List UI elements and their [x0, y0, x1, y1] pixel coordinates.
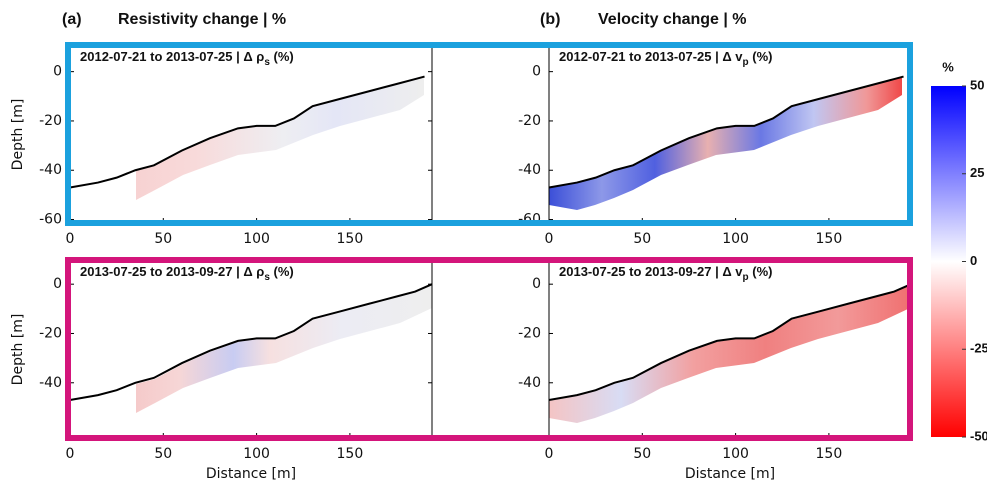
x-tick-label: 50 — [154, 231, 172, 247]
colorbar-label: % — [942, 59, 954, 74]
tomogram-b1 — [549, 77, 902, 210]
y-tick-label: -40 — [518, 375, 541, 391]
y-tick-label: -40 — [39, 162, 62, 178]
x-tick-label: 150 — [337, 231, 364, 247]
panel-label: (a) — [62, 11, 82, 28]
tomogram-a1 — [136, 77, 424, 200]
y-tick-label: -20 — [39, 113, 62, 129]
colorbar-tick-label: 25 — [970, 165, 984, 180]
panel-label: (b) — [540, 11, 560, 28]
title-end: (%) — [749, 49, 773, 64]
title-subscript: s — [264, 57, 270, 68]
surface-line — [548, 75, 904, 189]
title-subscript: p — [743, 57, 749, 68]
title-text: 2013-07-25 to 2013-09-27 | Δ ρ — [80, 264, 264, 279]
y-tick-label: 0 — [53, 64, 62, 80]
title-end: (%) — [749, 264, 773, 279]
y-axis-label: Depth [m] — [10, 99, 26, 171]
x-tick-label: 100 — [243, 231, 270, 247]
x-tick-label: 150 — [337, 446, 364, 462]
colorbar-tick-label: -25 — [970, 341, 987, 356]
x-tick-label: 150 — [816, 231, 843, 247]
surface-line — [69, 75, 425, 189]
x-tick-label: 0 — [66, 446, 75, 462]
tomogram-b2 — [549, 285, 910, 423]
x-axis-label: Distance [m] — [206, 466, 296, 482]
colorbar: 50 25 0 -25 -50 — [931, 77, 987, 443]
colorbar-tick-label: 50 — [970, 77, 984, 92]
panel-title: 2012-07-21 to 2013-07-25 | Δ vp (%) — [559, 49, 773, 67]
panel: 0 50 100 150 0 -20 -40 -60 2012-07-21 to 2013-07… — [10, 46, 433, 247]
x-tick-label: 50 — [633, 446, 651, 462]
x-tick-label: 50 — [154, 446, 172, 462]
title-text: 2012-07-21 to 2013-07-25 | Δ v — [559, 49, 743, 64]
surface-line — [69, 283, 433, 402]
title-end: (%) — [270, 49, 294, 64]
x-tick-label: 0 — [66, 231, 75, 247]
y-tick-label: -40 — [39, 375, 62, 391]
title-text: 2012-07-21 to 2013-07-25 | Δ ρ — [80, 49, 264, 64]
column-title: Resistivity change | % — [118, 11, 286, 28]
tomogram-a2 — [136, 285, 432, 413]
y-tick-label: -20 — [518, 113, 541, 129]
panel-title: 2013-07-25 to 2013-09-27 | Δ ρs (%) — [80, 264, 294, 282]
y-tick-label: 0 — [532, 64, 541, 80]
column-title: Velocity change | % — [598, 11, 747, 28]
x-tick-label: 50 — [633, 231, 651, 247]
colorbar-scale — [931, 86, 966, 437]
y-tick-label: -60 — [39, 212, 62, 228]
x-tick-label: 150 — [816, 446, 843, 462]
x-tick-label: 100 — [722, 231, 749, 247]
x-tick-label: 0 — [545, 446, 554, 462]
title-subscript: s — [264, 272, 270, 283]
y-tick-label: -20 — [39, 325, 62, 341]
colorbar-tick-label: 0 — [970, 253, 977, 268]
y-tick-label: 0 — [53, 276, 62, 292]
surface-line — [548, 283, 912, 402]
panel: 0 50 100 150 0 -20 -40 2013-07-25 to 2013-09-27… — [10, 261, 433, 482]
colorbar-tick-label: -50 — [970, 428, 987, 443]
title-end: (%) — [270, 264, 294, 279]
panel-title: 2012-07-21 to 2013-07-25 | Δ ρs (%) — [80, 49, 294, 67]
frame-bottom — [65, 257, 913, 441]
y-tick-label: 0 — [532, 276, 541, 292]
x-axis-label: Distance [m] — [685, 466, 775, 482]
title-text: 2013-07-25 to 2013-09-27 | Δ v — [559, 264, 743, 279]
panel-title: 2013-07-25 to 2013-09-27 | Δ vp (%) — [559, 264, 773, 282]
x-tick-label: 100 — [722, 446, 749, 462]
y-axis-label: Depth [m] — [10, 314, 26, 386]
x-tick-label: 100 — [243, 446, 270, 462]
y-tick-label: -40 — [518, 162, 541, 178]
x-tick-label: 0 — [545, 231, 554, 247]
title-subscript: p — [743, 272, 749, 283]
y-tick-label: -20 — [518, 325, 541, 341]
frame-top — [65, 42, 913, 226]
